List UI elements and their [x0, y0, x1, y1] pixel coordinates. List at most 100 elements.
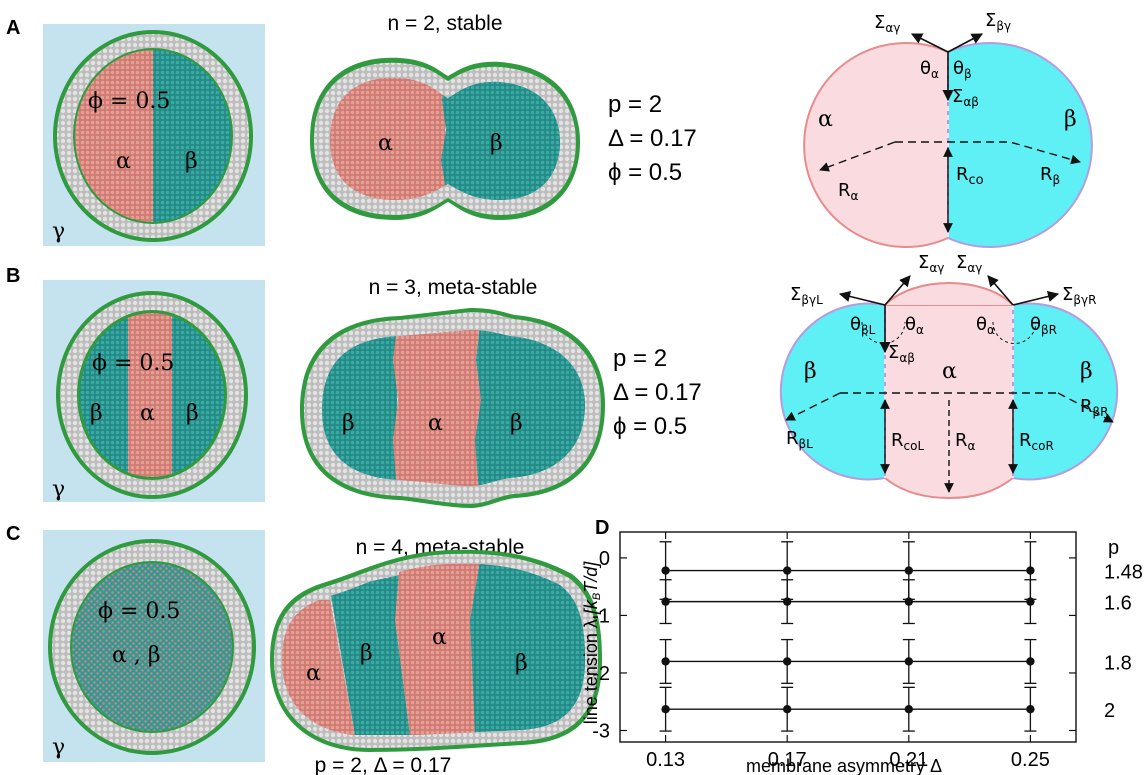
series-label: 2 [1104, 700, 1115, 722]
radius-alpha-b: Rα [955, 430, 976, 453]
domain-label: α [378, 131, 393, 156]
radius-co-l: RcoL [891, 430, 924, 453]
series-labels: 1.48 1.6 1.8 2 [1104, 562, 1143, 723]
panel-label-b: B [6, 265, 20, 287]
params-b: p = 2 Δ = 0.17 ϕ = 0.5 [613, 345, 702, 440]
schematic-a [803, 33, 1093, 248]
domain-label: β [342, 411, 355, 436]
theta-beta: θβ [953, 58, 972, 81]
sigma-alpha-gamma-1: Σαγ [918, 252, 944, 275]
vesicle-a-sideview [310, 57, 580, 220]
data-point [904, 566, 913, 575]
vesicle-c-topview [43, 530, 265, 762]
x-axis-ticks: 0.13 0.17 0.21 0.25 [646, 532, 1050, 771]
params-a: p = 2 Δ = 0.17 ϕ = 0.5 [608, 91, 697, 186]
series-label: 1.8 [1104, 652, 1132, 674]
data-point [1026, 566, 1035, 575]
schematic-beta: β [1064, 107, 1077, 132]
sigma-alpha-beta-b: Σαβ [888, 342, 915, 365]
param-p: p = 2 [608, 91, 662, 118]
sigma-alpha-gamma: Σαγ [874, 12, 900, 35]
sigma-beta-gamma-l: ΣβγL [790, 284, 823, 307]
mixed-domain-label: α , β [112, 643, 161, 668]
y-axis-ticks: 0 -1 -2 -3 [592, 548, 1076, 742]
x-tick-label: 0.21 [889, 749, 928, 771]
domain-label: β [490, 131, 503, 156]
x-tick-label: 0.25 [1011, 749, 1050, 771]
domain-label: α [140, 401, 155, 426]
param-delta: Δ = 0.17 [608, 125, 697, 152]
data-point [661, 657, 670, 666]
radius-beta-r: RβR [1080, 396, 1109, 419]
legend-header-p: p [1108, 537, 1119, 559]
domain-label: β [90, 401, 103, 426]
domain-label: α [428, 411, 443, 436]
data-point [661, 566, 670, 575]
domain-label: α [306, 661, 321, 686]
data-point [661, 705, 670, 714]
data-point [783, 566, 792, 575]
phi-label-c: ϕ = 0.5 [98, 599, 180, 624]
param-p: p = 2 [613, 345, 667, 372]
sigma-beta-gamma-r: ΣβγR [1062, 284, 1096, 307]
phi-label-a: ϕ = 0.5 [88, 89, 170, 114]
data-point [783, 657, 792, 666]
y-tick-label: -1 [592, 605, 610, 627]
sigma-beta-gamma: Σβγ [985, 10, 1011, 33]
x-tick-label: 0.13 [646, 749, 685, 771]
caption-a: n = 2, stable [388, 12, 503, 35]
vesicle-b-sideview [300, 308, 605, 508]
panel-label-a: A [6, 17, 20, 39]
panel-label-c: C [6, 523, 20, 545]
data-point [904, 597, 913, 606]
series-label: 1.6 [1104, 593, 1132, 615]
schematic-alpha: α [942, 359, 957, 384]
theta-alpha-2: θα [976, 314, 995, 337]
gamma-label: γ [52, 735, 65, 760]
radius-co-r: RcoR [1019, 430, 1054, 453]
domain-label: α [432, 625, 447, 650]
series-3 [659, 686, 1037, 732]
y-tick-label: -2 [592, 663, 610, 685]
series-layer [659, 541, 1037, 732]
schematic-beta-left: β [804, 359, 817, 384]
data-point [1026, 657, 1035, 666]
theta-alpha: θα [920, 58, 939, 81]
domain-label: β [510, 411, 523, 436]
y-axis-label: line tension λ [kBT/d] [581, 561, 603, 724]
gamma-label: γ [52, 477, 65, 502]
series-2 [659, 638, 1037, 684]
param-phi: ϕ = 0.5 [613, 413, 687, 440]
schematic-b [779, 275, 1119, 500]
data-point [783, 597, 792, 606]
param-phi: ϕ = 0.5 [608, 159, 682, 186]
x-tick-label: 0.17 [768, 749, 807, 771]
y-tick-label: 0 [599, 548, 610, 570]
phi-label-b: ϕ = 0.5 [92, 351, 174, 376]
theta-alpha-1: θα [905, 314, 924, 337]
schematic-alpha: α [818, 107, 833, 132]
radius-co: Rco [956, 164, 984, 188]
sigma-alpha-beta: Σαβ [952, 86, 979, 109]
param-delta: Δ = 0.17 [613, 379, 702, 406]
series-label: 1.48 [1104, 562, 1143, 584]
radius-beta-l: RβL [786, 428, 813, 451]
radius-alpha: Rα [838, 180, 859, 203]
data-point [904, 657, 913, 666]
caption-b: n = 3, meta-stable [369, 276, 538, 299]
vesicle-b-topview [43, 280, 265, 502]
x-axis-label: membrane asymmetry Δ [746, 756, 942, 775]
vesicle-a-topview [43, 24, 265, 246]
schematic-beta-right: β [1080, 359, 1093, 384]
params-c: p = 2, Δ = 0.17 [315, 754, 452, 775]
series-1 [659, 579, 1037, 625]
plot-frame [619, 531, 1077, 743]
vesicle-c-sideview [270, 549, 602, 752]
y-tick-label: -3 [592, 720, 610, 742]
domain-label: β [515, 651, 528, 676]
domain-label: β [185, 149, 198, 174]
data-point [904, 705, 913, 714]
radius-beta: Rβ [1040, 164, 1060, 187]
theta-beta-l: θβL [850, 314, 876, 337]
